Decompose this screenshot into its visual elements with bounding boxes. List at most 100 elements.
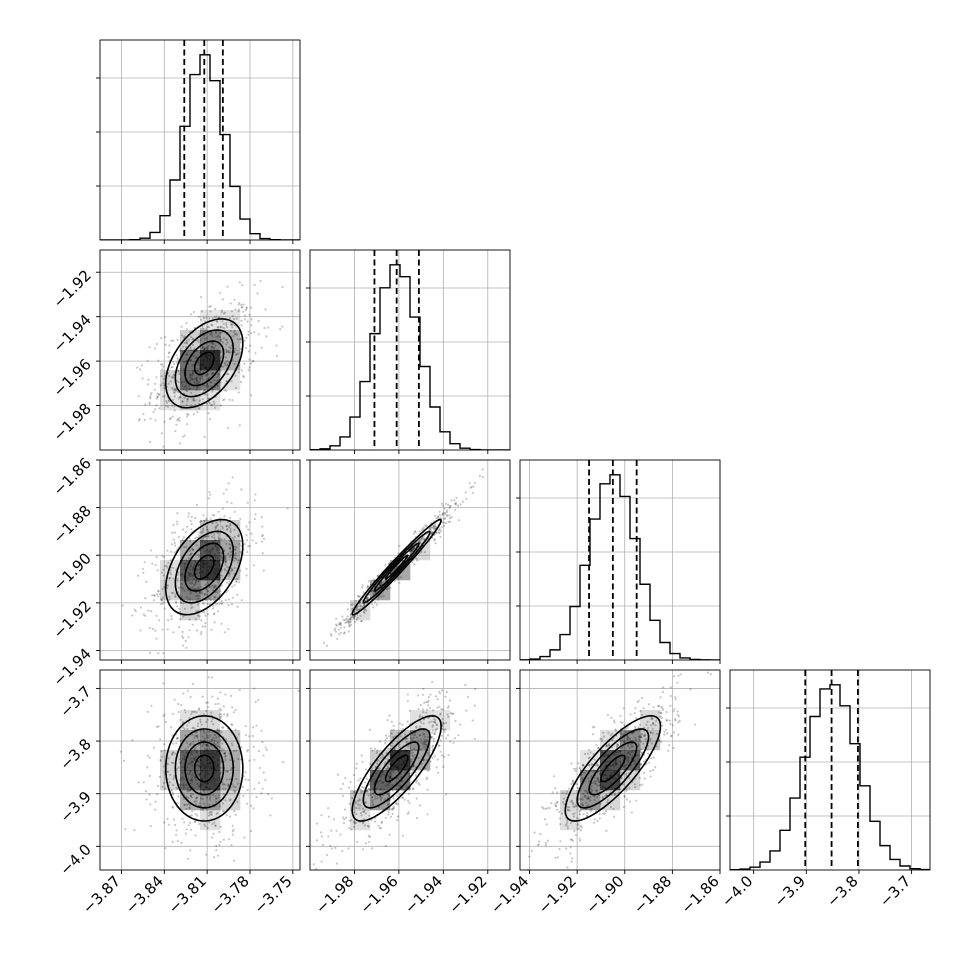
scatter-point: [451, 712, 454, 715]
scatter-point: [186, 412, 189, 416]
scatter-point: [409, 550, 412, 553]
scatter-point: [197, 315, 200, 318]
y-tick-label: −1.88: [50, 502, 95, 547]
scatter-point: [231, 476, 234, 479]
scatter-point: [658, 711, 661, 714]
scatter-point: [231, 824, 234, 827]
scatter-point: [649, 731, 652, 734]
scatter-point: [348, 802, 351, 806]
scatter-point: [448, 520, 452, 523]
scatter-point: [349, 617, 352, 620]
scatter-point: [450, 499, 453, 502]
scatter-point: [218, 843, 221, 847]
scatter-point: [251, 726, 255, 729]
scatter-point: [372, 804, 375, 807]
scatter-point: [379, 583, 382, 586]
scatter-point: [229, 529, 232, 533]
scatter-point: [639, 784, 642, 787]
density-cell: [200, 520, 221, 541]
scatter-point: [678, 719, 681, 723]
scatter-point: [352, 821, 355, 824]
scatter-point: [197, 553, 200, 556]
scatter-point: [596, 819, 599, 823]
scatter-point: [225, 323, 228, 327]
scatter-point: [216, 811, 219, 815]
scatter-point: [423, 740, 426, 744]
scatter-point: [226, 341, 229, 344]
scatter-panel-2-0: −1.94−1.92−1.90−1.88−1.86: [50, 454, 301, 690]
scatter-point: [176, 357, 179, 360]
scatter-point: [146, 359, 149, 362]
scatter-point: [222, 787, 225, 790]
scatter-point: [178, 607, 181, 611]
scatter-point: [220, 622, 223, 626]
scatter-point: [228, 580, 231, 584]
scatter-point: [234, 789, 237, 792]
scatter-point: [569, 838, 572, 841]
scatter-point: [184, 748, 187, 751]
scatter-point: [339, 833, 342, 836]
scatter-point: [199, 339, 202, 342]
scatter-point: [350, 828, 353, 831]
scatter-point: [481, 476, 484, 479]
scatter-point: [222, 748, 225, 752]
scatter-point: [393, 748, 396, 751]
scatter-point: [346, 619, 349, 622]
scatter-point: [147, 378, 150, 381]
scatter-point: [195, 734, 198, 738]
scatter-point: [211, 823, 214, 826]
scatter-point: [222, 726, 225, 729]
scatter-point: [233, 329, 236, 332]
x-tick-label: −3.8: [823, 872, 861, 910]
scatter-point: [639, 736, 642, 739]
scatter-point: [613, 793, 616, 797]
scatter-point: [219, 332, 222, 335]
scatter-point: [195, 536, 198, 539]
scatter-point: [446, 509, 449, 512]
scatter-point: [319, 831, 323, 834]
scatter-point: [203, 347, 206, 350]
scatter-point: [365, 790, 369, 793]
scatter-point: [665, 719, 669, 722]
scatter-point: [386, 803, 390, 806]
scatter-point: [185, 795, 188, 798]
scatter-point: [625, 772, 628, 776]
scatter-point: [660, 705, 663, 708]
scatter-point: [133, 608, 136, 611]
scatter-point: [443, 730, 446, 733]
scatter-point: [689, 688, 692, 691]
scatter-point: [415, 557, 418, 560]
scatter-point: [224, 561, 227, 564]
scatter-point: [188, 721, 191, 724]
scatter-point: [566, 821, 569, 824]
scatter-point: [668, 719, 671, 722]
scatter-point: [218, 794, 221, 797]
scatter-point: [225, 343, 228, 346]
scatter-point: [651, 717, 654, 721]
scatter-point: [350, 615, 353, 619]
scatter-point: [239, 517, 242, 521]
scatter-point: [212, 346, 215, 349]
y-tick-label: −1.94: [50, 311, 95, 356]
scatter-point: [444, 522, 447, 525]
scatter-point: [630, 745, 633, 748]
scatter-point: [205, 402, 208, 405]
scatter-point: [210, 811, 213, 814]
scatter-point: [579, 839, 582, 842]
scatter-point: [153, 388, 156, 391]
scatter-point: [186, 724, 189, 727]
scatter-point: [590, 763, 593, 766]
scatter-point: [224, 338, 228, 341]
scatter-point: [555, 801, 559, 804]
scatter-point: [225, 350, 228, 353]
scatter-point: [605, 745, 608, 748]
scatter-point: [171, 339, 175, 342]
scatter-point: [217, 537, 220, 540]
scatter-point: [357, 595, 360, 598]
scatter-point: [168, 344, 171, 347]
scatter-point: [338, 623, 341, 626]
scatter-point: [464, 683, 467, 687]
scatter-point: [214, 584, 217, 588]
scatter-point: [416, 559, 419, 562]
scatter-point: [238, 688, 241, 692]
